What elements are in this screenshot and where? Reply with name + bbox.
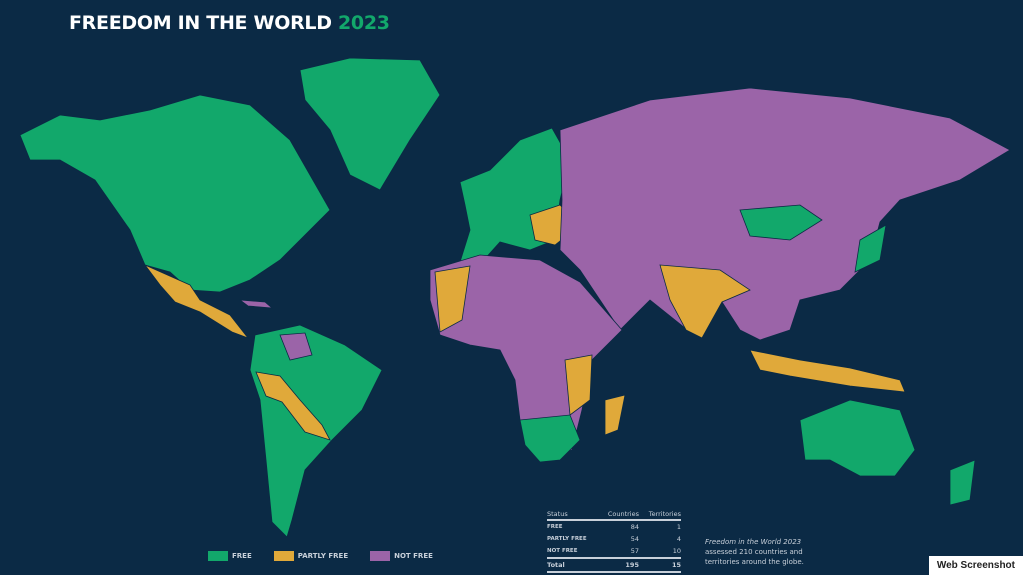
cell-countries: 195 xyxy=(598,557,639,573)
region-new-zealand xyxy=(949,459,976,506)
region-japan xyxy=(854,224,887,273)
title-year: 2023 xyxy=(338,12,390,34)
region-peru-bolivia xyxy=(255,371,331,441)
table-row: FREE 84 1 xyxy=(547,520,681,533)
region-cuba xyxy=(238,299,274,309)
status-table: Status Countries Territories FREE 84 1 PAR… xyxy=(547,509,681,573)
cell-territories: 4 xyxy=(676,535,681,543)
header-territories: Territories xyxy=(638,509,681,521)
table-total-row: Total 195 15 xyxy=(547,557,681,573)
legend-label: NOT FREE xyxy=(394,552,433,560)
region-mexico-central-america xyxy=(143,264,250,339)
header-countries: Countries xyxy=(598,509,639,521)
title-text: FREEDOM IN THE WORLD xyxy=(69,12,332,34)
legend-swatch xyxy=(208,551,228,561)
cell-status: FREE xyxy=(547,524,563,530)
legend-item-free: FREE xyxy=(208,551,252,561)
region-venezuela xyxy=(279,332,313,361)
cell-territories: 10 xyxy=(672,547,681,555)
cell-status: PARTLY FREE xyxy=(547,536,587,542)
legend-item-partly-free: PARTLY FREE xyxy=(273,551,349,561)
footnote-text: assessed 210 countries and territories a… xyxy=(705,548,804,566)
map-legend: FREE PARTLY FREE NOT FREE xyxy=(208,551,433,561)
header-status: Status xyxy=(547,509,599,521)
web-screenshot-badge: Web Screenshot xyxy=(928,556,1023,575)
cell-countries: 57 xyxy=(630,547,639,555)
region-greenland xyxy=(299,57,441,191)
region-indonesia xyxy=(749,349,906,393)
table-row: PARTLY FREE 54 4 xyxy=(547,533,681,545)
map-title: FREEDOM IN THE WORLD 2023 xyxy=(69,12,390,34)
legend-label: PARTLY FREE xyxy=(297,552,349,560)
region-west-africa-partly xyxy=(434,265,471,333)
region-north-america xyxy=(19,94,331,293)
footnote-title: Freedom in the World 2023 xyxy=(705,538,802,546)
region-southern-africa xyxy=(519,414,581,463)
cell-territories: 1 xyxy=(676,523,681,531)
region-india xyxy=(659,264,751,339)
cell-territories: 15 xyxy=(638,557,681,573)
table-header: Status Countries Territories xyxy=(547,509,681,521)
footnote: Freedom in the World 2023 assessed 210 co… xyxy=(705,537,815,567)
region-east-africa-partly xyxy=(564,354,593,416)
legend-swatch xyxy=(273,551,294,561)
region-madagascar xyxy=(604,394,626,436)
legend-label: FREE xyxy=(232,552,252,560)
cell-status: Total xyxy=(547,557,599,573)
cell-status: NOT FREE xyxy=(547,548,578,554)
cell-countries: 54 xyxy=(630,535,639,543)
legend-swatch xyxy=(370,551,391,561)
cell-countries: 84 xyxy=(630,523,639,531)
region-australia xyxy=(799,399,916,477)
table-row: NOT FREE 57 10 xyxy=(547,545,681,558)
region-mongolia xyxy=(739,204,823,241)
legend-item-not-free: NOT FREE xyxy=(370,551,433,561)
